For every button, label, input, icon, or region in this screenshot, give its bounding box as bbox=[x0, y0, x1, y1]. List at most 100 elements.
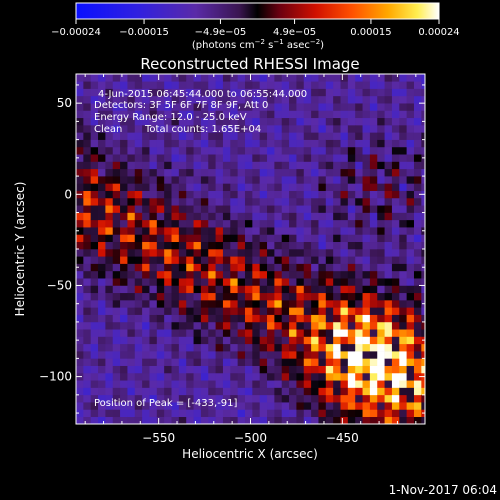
heatmap-cell bbox=[200, 103, 209, 111]
heatmap-cell bbox=[340, 416, 349, 424]
heatmap-cell bbox=[406, 343, 415, 352]
heatmap-cell bbox=[112, 263, 121, 272]
heatmap-cell bbox=[413, 110, 422, 119]
heatmap-cell bbox=[149, 285, 158, 294]
heatmap-cell bbox=[127, 132, 136, 140]
heatmap-cell bbox=[237, 190, 246, 199]
heatmap-cell bbox=[120, 176, 128, 184]
heatmap-cell bbox=[311, 117, 319, 126]
heatmap-cell bbox=[340, 300, 349, 308]
heatmap-cell bbox=[222, 117, 231, 126]
heatmap-cell bbox=[98, 300, 106, 308]
heatmap-cell bbox=[222, 351, 231, 359]
heatmap-cells bbox=[76, 74, 425, 424]
heatmap-cell bbox=[83, 270, 91, 279]
heatmap-cell bbox=[149, 402, 158, 410]
heatmap-cell bbox=[318, 380, 327, 388]
heatmap-cell bbox=[230, 197, 238, 206]
heatmap-cell bbox=[156, 307, 165, 315]
heatmap-cell bbox=[296, 380, 305, 388]
heatmap-cell bbox=[325, 416, 334, 424]
heatmap-cell bbox=[193, 110, 202, 119]
heatmap-cell bbox=[355, 154, 363, 162]
heatmap-cell bbox=[112, 88, 121, 97]
heatmap-cell bbox=[134, 219, 143, 228]
heatmap-cell bbox=[193, 234, 202, 243]
heatmap-cell bbox=[149, 117, 158, 126]
heatmap-cell bbox=[377, 212, 385, 221]
heatmap-cell bbox=[318, 329, 327, 337]
heatmap-cell bbox=[289, 256, 297, 264]
heatmap-cell bbox=[156, 154, 165, 162]
heatmap-cell bbox=[178, 176, 187, 184]
heatmap-cell bbox=[399, 409, 407, 418]
heatmap-cell bbox=[274, 234, 283, 243]
heatmap-cell bbox=[244, 329, 253, 337]
heatmap-cell bbox=[413, 234, 422, 243]
heatmap-cell bbox=[252, 132, 260, 140]
heatmap-cell bbox=[333, 409, 341, 418]
heatmap-cell bbox=[178, 234, 187, 243]
heatmap-cell bbox=[362, 351, 371, 359]
heatmap-cell bbox=[230, 205, 238, 213]
heatmap-cell bbox=[369, 263, 378, 272]
heatmap-cell bbox=[406, 161, 415, 170]
heatmap-cell bbox=[105, 125, 114, 133]
heatmap-cell bbox=[399, 241, 407, 250]
heatmap-cell bbox=[164, 212, 172, 221]
heatmap-cell bbox=[391, 292, 400, 301]
heatmap-cell bbox=[156, 168, 165, 177]
heatmap-cell bbox=[303, 409, 312, 418]
heatmap-cell bbox=[252, 139, 260, 148]
heatmap-cell bbox=[200, 190, 209, 199]
heatmap-cell bbox=[142, 190, 150, 199]
heatmap-cell bbox=[200, 110, 209, 119]
heatmap-cell bbox=[90, 321, 99, 330]
heatmap-cell bbox=[156, 336, 165, 345]
heatmap-cell bbox=[186, 387, 194, 396]
heatmap-cell bbox=[244, 249, 253, 257]
heatmap-cell bbox=[230, 183, 238, 191]
heatmap-cell bbox=[120, 321, 128, 330]
heatmap-cell bbox=[377, 256, 385, 264]
heatmap-cell bbox=[318, 307, 327, 315]
heatmap-cell bbox=[244, 190, 253, 199]
heatmap-cell bbox=[274, 146, 283, 155]
heatmap-cell bbox=[120, 278, 128, 286]
heatmap-cell bbox=[178, 336, 187, 345]
heatmap-cell bbox=[303, 219, 312, 228]
heatmap-cell bbox=[347, 227, 356, 235]
heatmap-cell bbox=[318, 270, 327, 279]
heatmap-cell bbox=[98, 190, 106, 199]
heatmap-cell bbox=[281, 380, 290, 388]
heatmap-cell bbox=[281, 263, 290, 272]
heatmap-cell bbox=[98, 183, 106, 191]
heatmap-cell bbox=[193, 300, 202, 308]
heatmap-cell bbox=[391, 321, 400, 330]
heatmap-cell bbox=[156, 117, 165, 126]
heatmap-cell bbox=[296, 95, 305, 104]
heatmap-cell bbox=[171, 380, 180, 388]
heatmap-cell bbox=[362, 88, 371, 97]
heatmap-cell bbox=[134, 81, 143, 89]
heatmap-cell bbox=[83, 387, 91, 396]
heatmap-cell bbox=[252, 205, 260, 213]
heatmap-cell bbox=[186, 314, 194, 323]
heatmap-cell bbox=[76, 256, 84, 264]
heatmap-cell bbox=[296, 300, 305, 308]
heatmap-cell bbox=[208, 234, 216, 243]
heatmap-cell bbox=[303, 416, 312, 424]
heatmap-cell bbox=[267, 176, 275, 184]
heatmap-cell bbox=[215, 168, 224, 177]
y-axis-ticks: 500−50−100 bbox=[39, 84, 425, 414]
heatmap-cell bbox=[318, 74, 327, 82]
heatmap-cell bbox=[406, 270, 415, 279]
heatmap-cell bbox=[406, 95, 415, 104]
heatmap-cell bbox=[90, 227, 99, 235]
heatmap-cell bbox=[274, 212, 283, 221]
heatmap-cell bbox=[200, 88, 209, 97]
heatmap-cell bbox=[362, 125, 371, 133]
heatmap-cell bbox=[127, 103, 136, 111]
heatmap-cell bbox=[289, 351, 297, 359]
heatmap-cell bbox=[318, 343, 327, 352]
